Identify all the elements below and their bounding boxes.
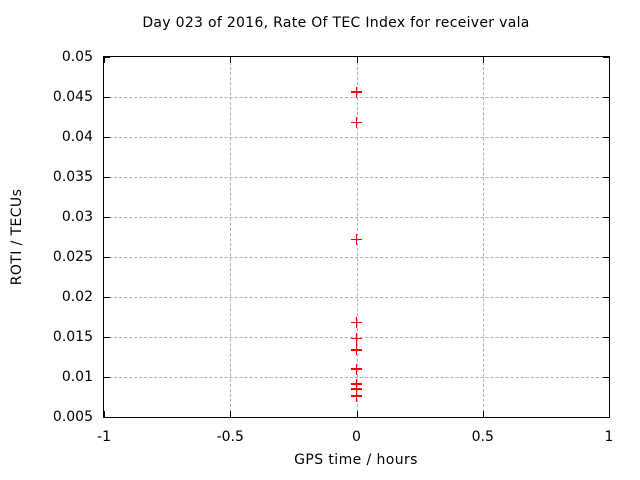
y-tick-mark-left: [104, 377, 110, 378]
x-tick-mark-top: [104, 57, 105, 63]
data-point-marker: [351, 117, 362, 129]
data-point-marker: [351, 333, 362, 345]
chart-title: Day 023 of 2016, Rate Of TEC Index for r…: [142, 15, 530, 31]
y-tick-mark-left: [104, 337, 110, 338]
data-point-marker: [351, 344, 362, 356]
y-tick-mark-right: [603, 97, 609, 98]
plot-area: [103, 56, 610, 418]
y-tick-label: 0.01: [61, 369, 93, 385]
y-tick-mark-left: [104, 297, 110, 298]
x-tick-mark-bottom: [482, 411, 484, 417]
y-tick-mark-right: [603, 57, 609, 58]
data-point-marker: [351, 317, 362, 329]
data-point-marker: [351, 233, 362, 245]
x-tick-mark-top: [230, 57, 232, 63]
x-tick-mark-bottom: [230, 411, 232, 417]
y-tick-label: 0.04: [61, 129, 93, 145]
x-tick-label: -1: [97, 429, 111, 445]
y-tick-label: 0.02: [61, 289, 93, 305]
x-tick-mark-top: [356, 57, 358, 63]
x-tick-label: 0: [352, 429, 361, 445]
data-point-marker: [351, 383, 362, 395]
y-tick-mark-left: [104, 217, 110, 218]
v-gridline: [482, 57, 484, 417]
y-tick-mark-right: [603, 377, 609, 378]
x-tick-mark-bottom: [104, 411, 105, 417]
y-tick-mark-left: [104, 57, 110, 58]
y-tick-mark-right: [603, 217, 609, 218]
x-tick-label: 1: [604, 429, 614, 445]
y-tick-label: 0.015: [52, 329, 93, 345]
y-tick-label: 0.035: [52, 169, 93, 185]
data-point-marker: [351, 390, 362, 402]
x-tick-label: 0.5: [471, 429, 494, 445]
y-tick-mark-left: [104, 417, 110, 418]
y-tick-mark-right: [603, 257, 609, 258]
y-tick-mark-right: [603, 137, 609, 138]
y-tick-label: 0.05: [61, 49, 93, 65]
x-tick-label: -0.5: [216, 429, 244, 445]
y-tick-mark-right: [603, 417, 609, 418]
data-point-marker: [351, 363, 362, 375]
data-point-marker: [351, 86, 362, 98]
x-tick-mark-bottom: [356, 411, 358, 417]
x-tick-mark-top: [609, 57, 610, 63]
y-tick-mark-right: [603, 337, 609, 338]
v-gridline: [230, 57, 232, 417]
y-tick-mark-right: [603, 297, 609, 298]
x-tick-mark-top: [482, 57, 484, 63]
y-axis-label: ROTI / TECUs: [9, 188, 25, 286]
y-tick-label: 0.025: [52, 249, 93, 265]
y-tick-mark-left: [104, 257, 110, 258]
x-axis-label: GPS time / hours: [294, 452, 418, 468]
y-tick-label: 0.03: [61, 209, 93, 225]
y-tick-label: 0.005: [52, 409, 93, 425]
y-tick-mark-left: [104, 137, 110, 138]
y-tick-mark-right: [603, 177, 609, 178]
y-tick-mark-left: [104, 177, 110, 178]
y-tick-label: 0.045: [52, 89, 93, 105]
x-tick-mark-bottom: [609, 411, 610, 417]
y-tick-mark-left: [104, 97, 110, 98]
